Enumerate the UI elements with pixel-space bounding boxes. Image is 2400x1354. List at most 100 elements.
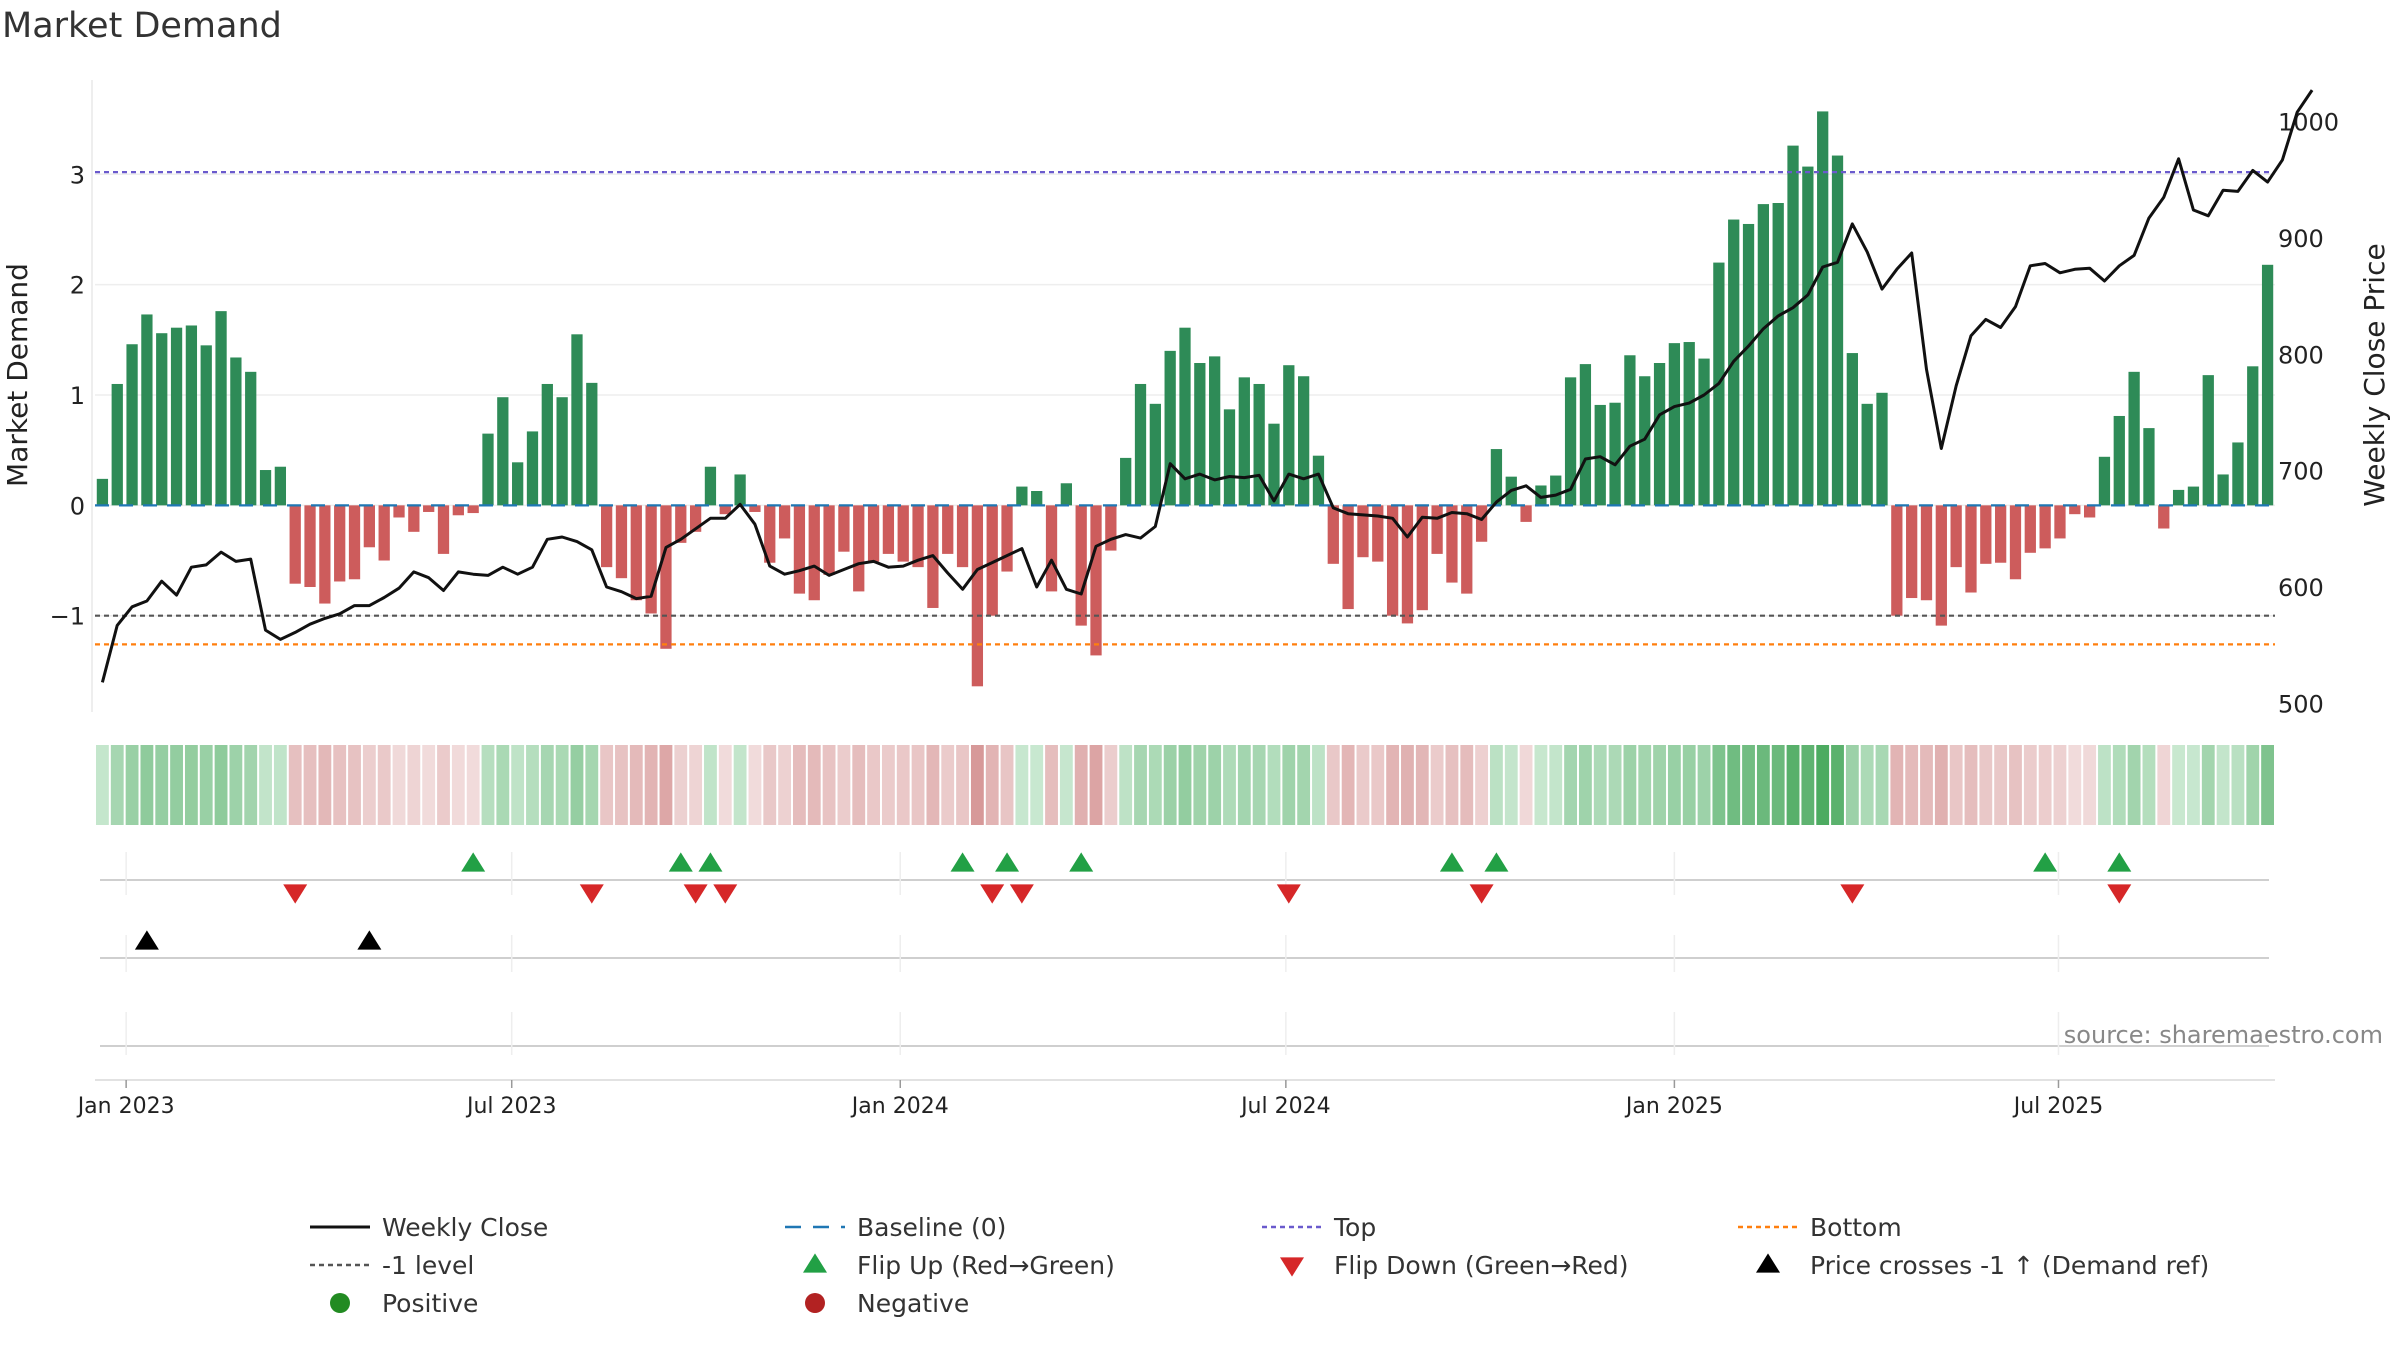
x-tick-label: Jan 2025 [1624, 1094, 1723, 1119]
y-left-tick-label: 0 [70, 492, 85, 520]
heat-cell [110, 745, 124, 825]
heat-cell [2083, 745, 2097, 825]
y-right-tick-label: 700 [2278, 458, 2324, 486]
heat-cell [377, 745, 391, 825]
y-left-tick-label: 1 [70, 382, 85, 410]
flip-up-marker [1439, 852, 1464, 872]
demand-bar [274, 466, 287, 506]
flip-down-marker [2107, 884, 2132, 904]
demand-bar [2202, 375, 2214, 506]
heat-cell [2201, 745, 2215, 825]
heat-cell [1415, 745, 1429, 825]
heat-cell [1816, 745, 1830, 825]
demand-bar [1609, 402, 1621, 506]
demand-bar [793, 505, 806, 594]
heat-cell [1237, 745, 1251, 825]
demand-bar [245, 371, 257, 506]
heat-cell [362, 745, 376, 825]
demand-bar [1787, 145, 1799, 506]
demand-bar [2098, 456, 2111, 506]
heat-cell [822, 745, 836, 825]
heat-cell [1059, 745, 1073, 825]
demand-bar [704, 466, 717, 506]
demand-bar [304, 505, 316, 587]
demand-bar [823, 505, 835, 575]
demand-bar [1831, 155, 1844, 506]
demand-bar [1579, 364, 1592, 506]
flip-up-marker [461, 852, 486, 872]
demand-bar [1950, 505, 1962, 568]
heat-cell [956, 745, 969, 825]
heat-cell [2098, 745, 2111, 825]
demand-bar [1668, 343, 1681, 506]
heat-cell [1712, 745, 1726, 825]
heat-cell [1638, 745, 1652, 825]
demand-bar [1535, 485, 1547, 506]
heat-cell [1697, 745, 1711, 825]
heat-cell [852, 745, 866, 825]
demand-bar [971, 505, 984, 687]
heat-cell [229, 745, 243, 825]
heat-cell [1000, 745, 1014, 825]
heat-cell [881, 745, 895, 825]
demand-bar [1372, 505, 1384, 562]
flip-down-marker [713, 884, 738, 904]
heat-cell [451, 745, 465, 825]
legend: Weekly Close Baseline (0) Top Bottom -1 leve… [310, 1213, 2209, 1318]
heat-cell [2231, 745, 2245, 825]
demand-bar [1490, 449, 1503, 506]
demand-bar [1594, 404, 1606, 506]
heat-cell [1356, 745, 1370, 825]
demand-bar [1342, 505, 1354, 610]
heat-cell [2246, 745, 2260, 825]
heat-cell [1089, 745, 1103, 825]
demand-bar [1016, 486, 1028, 506]
legend-flip-down-icon [1280, 1257, 1304, 1277]
heat-cell [2068, 745, 2082, 825]
heat-cell [422, 745, 436, 825]
heat-cell [2112, 745, 2126, 825]
y-right-tick-label: 600 [2278, 574, 2324, 602]
chart-title: Market Demand [2, 6, 282, 46]
heat-cell [140, 745, 154, 825]
demand-bar [200, 345, 212, 506]
heat-cell [1223, 745, 1236, 825]
heat-cell [244, 745, 258, 825]
demand-bar [1120, 457, 1132, 506]
demand-bar [1031, 491, 1043, 506]
heat-cell [333, 745, 347, 825]
heat-cell [1119, 745, 1133, 825]
flip-up-marker [698, 852, 723, 872]
demand-bar [2128, 371, 2140, 506]
demand-bar [2054, 505, 2066, 539]
demand-bar [1564, 377, 1577, 506]
demand-bar [1312, 455, 1325, 506]
heat-cell [896, 745, 910, 825]
demand-bar [1253, 383, 1265, 506]
flip-down-marker [1276, 884, 1301, 904]
heat-cell [555, 745, 569, 825]
demand-bar [497, 397, 509, 506]
demand-bar [1401, 505, 1414, 624]
y-axis-left-label: Market Demand [1, 263, 34, 487]
demand-bar [363, 505, 375, 548]
demand-bar [1846, 353, 1858, 506]
heat-cell [1030, 745, 1044, 825]
heat-cell [926, 745, 940, 825]
demand-bar [1386, 505, 1399, 616]
demand-bar [1431, 505, 1443, 554]
demand-bar [2083, 505, 2096, 518]
heat-cell [1964, 745, 1978, 825]
heat-cell [1934, 745, 1948, 825]
demand-bar [719, 505, 731, 515]
demand-bars [96, 111, 2274, 687]
demand-bar [111, 383, 123, 506]
heat-cell [941, 745, 955, 825]
heat-cell [1045, 745, 1058, 825]
demand-bar [408, 505, 420, 532]
heat-cell [170, 745, 183, 825]
demand-bar [1223, 409, 1236, 506]
flip-down-marker [283, 884, 308, 904]
demand-bar [1742, 223, 1755, 506]
